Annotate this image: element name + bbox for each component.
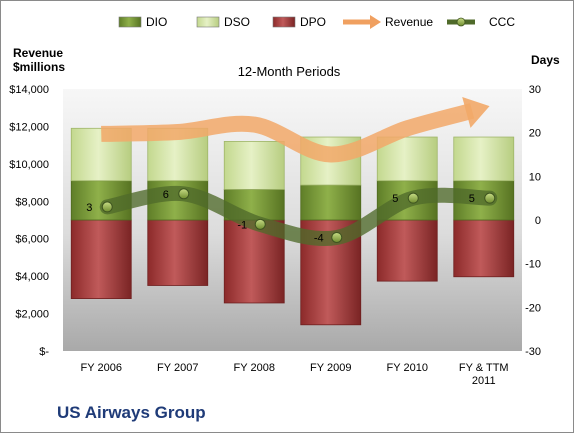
legend-swatch bbox=[196, 16, 220, 28]
dso-bar bbox=[223, 140, 285, 190]
legend-swatch bbox=[118, 16, 142, 28]
ccc-point bbox=[331, 231, 343, 243]
x-tick-label: 2011 bbox=[472, 375, 496, 387]
left-axis: $- $2,000 $4,000 $6,000 $8,000 $10,000 $12,000… bbox=[9, 84, 49, 358]
right-tick-label: 0 bbox=[535, 215, 541, 227]
left-axis-title-line1: Revenue bbox=[13, 46, 63, 60]
left-tick-label: $- bbox=[39, 346, 49, 358]
legend-marker bbox=[456, 17, 466, 27]
revenue-line bbox=[101, 103, 475, 163]
ccc-data-label: 3 bbox=[86, 202, 92, 214]
ccc-data-label: -1 bbox=[237, 219, 247, 231]
x-tick-label: FY 2007 bbox=[157, 362, 198, 374]
legend-label: CCC bbox=[489, 15, 515, 29]
left-tick-label: $10,000 bbox=[9, 159, 49, 171]
legend-label: Revenue bbox=[385, 15, 433, 29]
revenue-series bbox=[101, 96, 490, 163]
ccc-series: 3 6 -1 -4 5 5 bbox=[86, 185, 498, 246]
left-tick-label: $2,000 bbox=[15, 309, 49, 321]
company-name: US Airways Group bbox=[57, 403, 206, 422]
right-tick-label: -10 bbox=[525, 259, 541, 271]
right-tick-label: 10 bbox=[529, 171, 541, 183]
legend: DIO DSO DPO Revenue CCC bbox=[118, 15, 515, 29]
ccc-data-label: 5 bbox=[392, 193, 398, 205]
revenue-arrowhead bbox=[462, 96, 490, 128]
right-tick-label: 20 bbox=[529, 128, 541, 140]
ccc-point bbox=[254, 218, 266, 230]
ccc-point bbox=[407, 192, 419, 204]
x-tick-label: FY 2010 bbox=[387, 362, 428, 374]
dpo-bar bbox=[453, 219, 515, 278]
dpo-bar bbox=[70, 219, 132, 299]
x-tick-label: FY 2006 bbox=[81, 362, 122, 374]
right-tick-label: -30 bbox=[525, 346, 541, 358]
legend-label: DSO bbox=[224, 15, 250, 29]
left-tick-label: $14,000 bbox=[9, 84, 49, 96]
chart-title: 12-Month Periods bbox=[238, 64, 341, 79]
ccc-data-label: 6 bbox=[163, 189, 169, 201]
left-tick-label: $6,000 bbox=[15, 234, 49, 246]
ccc-data-label: 5 bbox=[469, 193, 475, 205]
right-axis-title: Days bbox=[531, 53, 560, 67]
legend-label: DPO bbox=[300, 15, 326, 29]
right-tick-label: -20 bbox=[525, 302, 541, 314]
right-tick-label: 30 bbox=[529, 84, 541, 96]
legend-arrow-head bbox=[370, 15, 381, 29]
right-axis: -30 -20 -10 0 10 20 30 bbox=[525, 84, 541, 358]
dso-bar bbox=[453, 136, 515, 182]
left-axis-title-line2: $millions bbox=[13, 60, 65, 74]
ccc-data-label: -4 bbox=[314, 232, 324, 244]
x-tick-label: FY 2008 bbox=[234, 362, 275, 374]
x-tick-label: FY 2009 bbox=[310, 362, 351, 374]
legend-label: DIO bbox=[146, 15, 167, 29]
left-tick-label: $8,000 bbox=[15, 196, 49, 208]
x-axis: FY 2006 FY 2007 FY 2008 FY 2009 FY 2010 FY & … bbox=[81, 362, 509, 387]
left-tick-label: $4,000 bbox=[15, 271, 49, 283]
dpo-bar bbox=[376, 219, 438, 282]
ccc-point bbox=[101, 201, 113, 213]
legend-swatch bbox=[272, 16, 296, 28]
dio-bar bbox=[300, 184, 362, 221]
ccc-point bbox=[178, 188, 190, 200]
ccc-point bbox=[484, 192, 496, 204]
left-tick-label: $12,000 bbox=[9, 121, 49, 133]
x-tick-label: FY & TTM bbox=[459, 362, 509, 374]
dpo-bar bbox=[147, 219, 209, 286]
